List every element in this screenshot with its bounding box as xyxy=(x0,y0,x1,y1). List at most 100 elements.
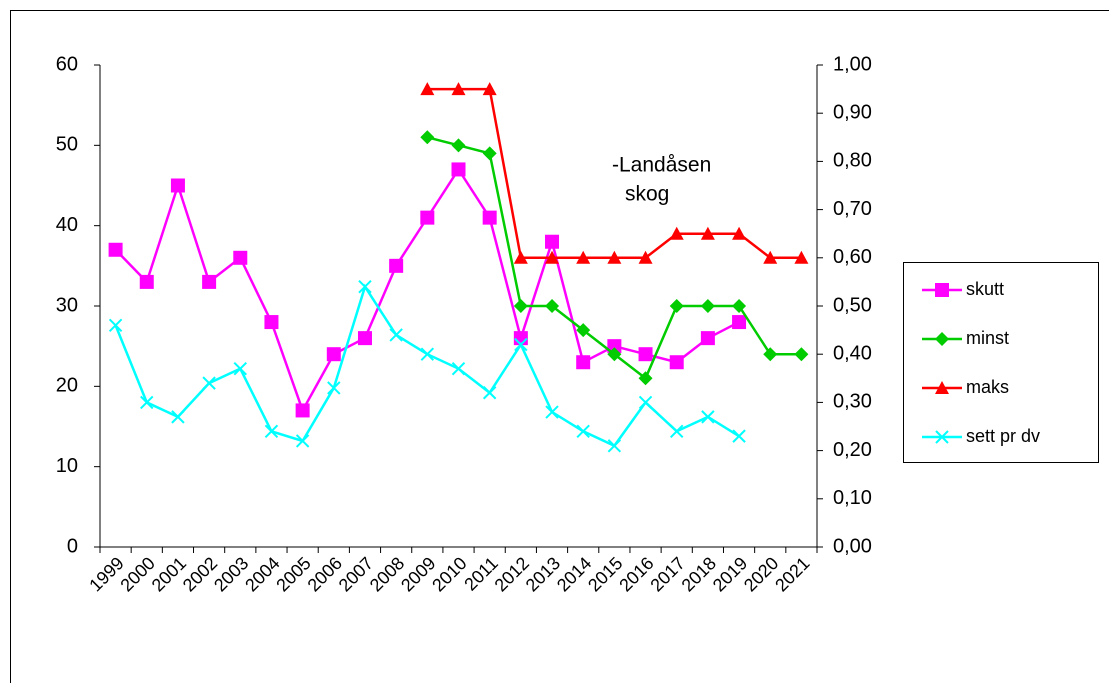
point xyxy=(513,250,528,264)
x-tick-label: 2017 xyxy=(646,553,688,595)
point xyxy=(233,361,247,376)
point xyxy=(514,337,528,352)
point xyxy=(264,424,279,439)
x-tick-label: 2003 xyxy=(210,553,252,595)
point xyxy=(545,250,560,264)
point xyxy=(327,381,341,395)
y2-tick-label: 0,20 xyxy=(833,439,872,461)
point xyxy=(638,395,653,410)
x-tick-label: 2016 xyxy=(615,553,657,595)
legend-label: skutt xyxy=(966,279,1004,299)
legend-label: maks xyxy=(966,377,1009,397)
x-tick-label: 2001 xyxy=(148,553,190,595)
point xyxy=(638,347,653,362)
point xyxy=(794,250,809,264)
y-tick-label: 50 xyxy=(56,134,78,156)
x-tick-label: 2009 xyxy=(397,553,439,595)
legend-marker xyxy=(935,332,949,346)
point xyxy=(701,410,715,424)
point xyxy=(326,347,341,362)
point xyxy=(700,226,715,240)
point xyxy=(451,361,466,376)
y2-tick-label: 0,10 xyxy=(833,487,872,509)
x-tick-label: 2018 xyxy=(678,553,720,595)
annotation: skog xyxy=(625,183,669,206)
frame xyxy=(10,10,1109,683)
point xyxy=(670,424,684,439)
point xyxy=(576,250,591,264)
point xyxy=(139,274,154,289)
point xyxy=(171,410,185,424)
point xyxy=(545,234,560,249)
x-tick-label: 2010 xyxy=(428,553,470,595)
y-tick-label: 20 xyxy=(56,375,78,397)
x-tick-label: 2006 xyxy=(304,553,346,595)
point xyxy=(357,331,372,346)
point xyxy=(732,226,747,240)
point xyxy=(763,347,778,362)
y-tick-label: 60 xyxy=(56,53,78,75)
annotation: -Landåsen xyxy=(612,154,711,177)
x-tick-label: 2000 xyxy=(116,553,158,595)
point xyxy=(482,146,497,161)
y2-tick-label: 0,90 xyxy=(833,101,872,123)
y2-tick-label: 0,00 xyxy=(833,535,872,557)
point xyxy=(607,347,622,362)
legend-label: sett pr dv xyxy=(966,426,1040,446)
point xyxy=(763,250,778,264)
x-tick-label: 2004 xyxy=(241,553,283,595)
point xyxy=(607,439,622,453)
point xyxy=(420,82,435,96)
point xyxy=(607,339,622,354)
x-tick-label: 2005 xyxy=(272,553,314,595)
point xyxy=(638,371,653,386)
y2-tick-label: 0,80 xyxy=(833,150,872,172)
point xyxy=(264,315,279,330)
y-tick-label: 10 xyxy=(56,455,78,477)
point xyxy=(669,299,684,313)
point xyxy=(576,424,590,439)
y2-tick-label: 0,50 xyxy=(833,294,872,316)
x-tick-label: 2011 xyxy=(460,553,502,595)
point xyxy=(513,299,528,313)
point xyxy=(389,328,403,342)
point xyxy=(545,405,559,419)
point xyxy=(700,331,715,346)
point xyxy=(700,299,715,313)
point xyxy=(420,210,435,225)
y2-tick-label: 0,30 xyxy=(833,391,872,413)
legend-label: minst xyxy=(966,328,1009,348)
legend-marker xyxy=(935,283,949,297)
point xyxy=(482,210,497,225)
point xyxy=(732,299,747,313)
point xyxy=(732,429,746,443)
x-tick-label: 2020 xyxy=(740,553,782,595)
point xyxy=(794,347,809,362)
x-tick-label: 2014 xyxy=(553,553,595,595)
x-tick-label: 2015 xyxy=(584,553,626,595)
point xyxy=(451,162,466,177)
point xyxy=(482,386,497,400)
point xyxy=(638,250,653,264)
y2-tick-label: 0,40 xyxy=(833,342,872,364)
point xyxy=(420,347,435,361)
point xyxy=(108,242,123,257)
point xyxy=(451,82,466,96)
point xyxy=(545,299,560,313)
point xyxy=(607,250,622,264)
x-tick-label: 2021 xyxy=(771,553,813,595)
y2-tick-label: 0,70 xyxy=(833,198,872,220)
point xyxy=(295,434,310,448)
x-tick-label: 2007 xyxy=(335,553,377,595)
point xyxy=(482,82,497,96)
x-tick-label: 1999 xyxy=(85,553,127,595)
point xyxy=(389,258,404,273)
y-tick-label: 30 xyxy=(56,294,78,316)
x-tick-label: 2012 xyxy=(491,553,533,595)
point xyxy=(202,274,217,289)
point xyxy=(732,315,747,330)
x-tick-label: 2002 xyxy=(179,553,221,595)
point xyxy=(233,250,248,265)
x-tick-label: 2008 xyxy=(366,553,408,595)
